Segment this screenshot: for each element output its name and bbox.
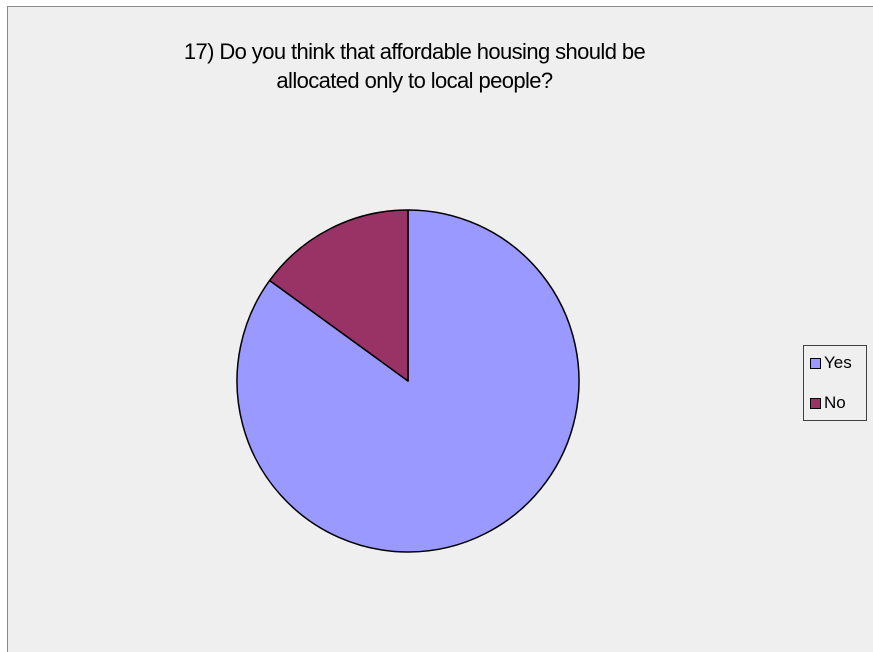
legend-swatch-no [810,397,821,409]
pie-slice-yes [236,209,580,553]
chart-legend: Yes No [803,345,867,421]
chart-title: 17) Do you think that affordable housing… [8,37,821,95]
legend-item-no: No [810,392,846,414]
legend-item-yes: Yes [810,352,852,374]
chart-title-line-1: 17) Do you think that affordable housing… [183,39,646,64]
chart-title-line-2: allocated only to local people? [276,68,553,93]
legend-swatch-yes [810,357,821,369]
pie-slices [236,209,580,553]
pie-slice-no [268,209,409,382]
legend-label-no: No [824,393,846,412]
legend-label-yes: Yes [824,353,852,372]
